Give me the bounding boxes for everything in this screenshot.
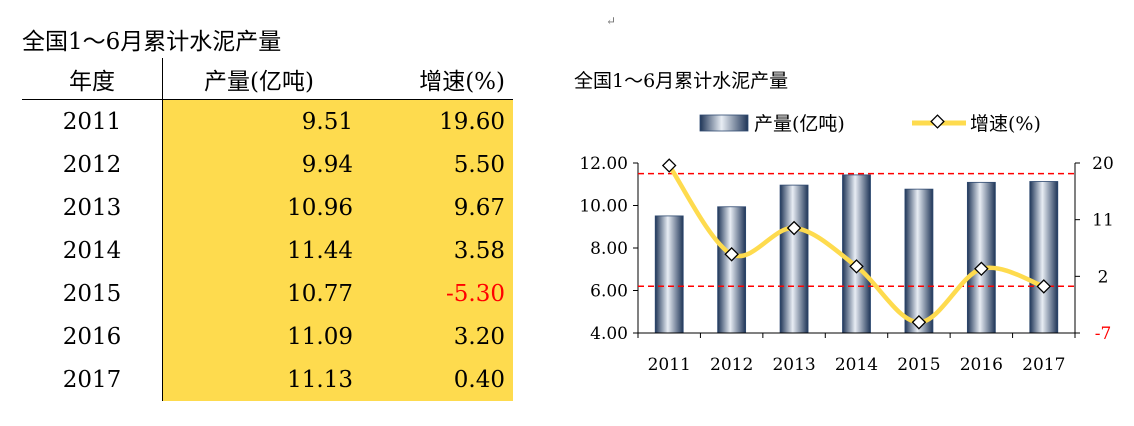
cell-year: 2012 <box>22 143 163 186</box>
cell-growth-negative: -5.30 <box>355 272 513 315</box>
cell-production: 10.96 <box>162 186 355 229</box>
table-row: 2017 11.13 0.40 <box>22 358 513 401</box>
x-tick-label: 2013 <box>772 355 815 375</box>
cell-year: 2014 <box>22 229 163 272</box>
table-header-row: 年度 产量(亿吨) 增速(%) <box>22 58 513 100</box>
bar-2011 <box>654 215 684 334</box>
x-tick-label: 2014 <box>835 355 878 375</box>
cell-production: 9.94 <box>162 143 355 186</box>
y-right-tick-label: -7 <box>1095 324 1112 344</box>
cell-growth: 9.67 <box>355 186 513 229</box>
table-row: 2015 10.77 -5.30 <box>22 272 513 315</box>
y-left-tick-label: 12.00 <box>579 154 628 174</box>
cell-growth: 5.50 <box>355 143 513 186</box>
chart-legend: 产量(亿吨) 增速(%) <box>699 113 1041 135</box>
legend-bar-swatch <box>699 114 749 132</box>
growth-point-2013 <box>786 220 802 236</box>
growth-point-2015 <box>911 315 927 330</box>
y-left-tick-label: 8.00 <box>590 239 628 259</box>
cell-year: 2015 <box>22 272 163 315</box>
growth-point-2017 <box>1036 279 1052 294</box>
chart-title: 全国1～6月累计水泥产量 <box>574 70 788 92</box>
growth-point-2014 <box>849 259 864 274</box>
cell-production: 10.77 <box>162 272 355 315</box>
legend-label-growth: 增速(%) <box>970 113 1041 135</box>
header-year: 年度 <box>22 58 163 100</box>
y-right-tick-label: 11 <box>1092 211 1114 231</box>
cell-year: 2013 <box>22 186 163 229</box>
table-row: 2013 10.96 9.67 <box>22 186 513 229</box>
bar-2014 <box>842 174 871 334</box>
cell-production: 11.13 <box>162 358 355 401</box>
x-tick-label: 2011 <box>648 355 691 375</box>
y-left-tick-label: 10.00 <box>579 197 628 217</box>
x-tick-label: 2015 <box>897 355 940 375</box>
y-right-tick-label: 2 <box>1098 267 1109 287</box>
table-row: 2016 11.09 3.20 <box>22 315 513 358</box>
growth-point-2016 <box>974 261 989 277</box>
bar-2017 <box>1029 181 1059 334</box>
table-row: 2012 9.94 5.50 <box>22 143 513 186</box>
cell-year: 2011 <box>22 99 163 143</box>
cell-year: 2016 <box>22 315 163 358</box>
y-left-tick-label: 4.00 <box>590 324 628 344</box>
x-tick-label: 2017 <box>1022 355 1065 375</box>
x-tick-label: 2012 <box>710 355 753 375</box>
cell-production: 11.09 <box>162 315 355 358</box>
header-growth: 增速(%) <box>419 68 505 95</box>
growth-point-2012 <box>724 247 739 262</box>
bar-2016 <box>966 181 996 334</box>
table-row: 2014 11.44 3.58 <box>22 229 513 272</box>
cell-growth: 0.40 <box>355 358 513 401</box>
production-table: 年度 产量(亿吨) 增速(%) 2011 9.51 19.60 2012 9.9… <box>22 58 513 401</box>
x-tick-label: 2016 <box>960 355 1003 375</box>
bar-2015 <box>904 188 934 334</box>
header-production: 产量(亿吨) <box>204 68 314 95</box>
cell-year: 2017 <box>22 358 163 401</box>
bar-2013 <box>779 184 809 334</box>
cell-growth: 3.20 <box>355 315 513 358</box>
y-right-tick-label: 20 <box>1092 154 1114 174</box>
cell-growth: 3.58 <box>355 229 513 272</box>
table-title: 全国1～6月累计水泥产量 <box>22 29 282 55</box>
production-chart: 全国1～6月累计水泥产量 产量(亿吨) 增速(%) 12.00 10.00 8.00… <box>574 70 1114 375</box>
y-left-tick-label: 6.00 <box>590 282 628 302</box>
cell-production: 11.44 <box>162 229 355 272</box>
paragraph-mark: ↵ <box>606 14 617 28</box>
legend-line-marker <box>930 114 945 129</box>
table-row: 2011 9.51 19.60 <box>22 99 513 143</box>
cell-production: 9.51 <box>162 99 355 143</box>
bar-2012 <box>717 206 747 334</box>
cell-growth: 19.60 <box>355 99 513 143</box>
growth-point-2011 <box>661 158 677 173</box>
legend-label-production: 产量(亿吨) <box>754 113 845 135</box>
